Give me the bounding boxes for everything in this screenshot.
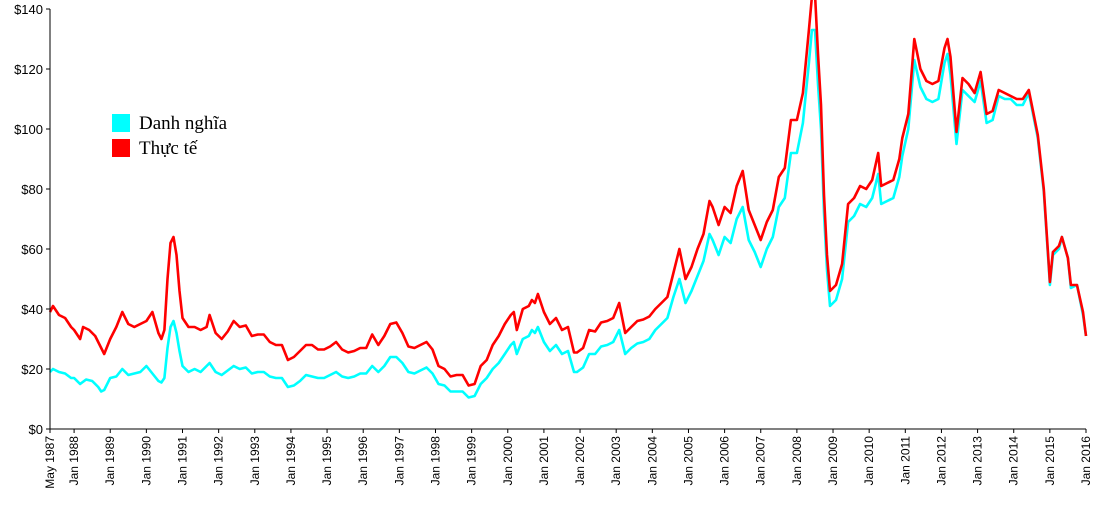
x-tick-label: Jan 2000 xyxy=(501,436,515,486)
x-tick-label: Jan 2001 xyxy=(537,436,551,486)
legend: Danh nghĩa Thực tế xyxy=(112,113,228,159)
plot-area: $0 $20 $40 $60 $80 $100 $120 $140 May 1987 Jan 1… xyxy=(14,0,1093,489)
y-tick-label: $20 xyxy=(21,362,43,377)
x-tick-label: Jan 1995 xyxy=(320,436,334,486)
y-tick-label: $100 xyxy=(14,122,43,137)
x-tick-label: Jan 1994 xyxy=(284,436,298,486)
series-line-nominal xyxy=(49,28,1088,399)
x-axis-ticks: May 1987 Jan 1988 Jan 1989 Jan 1990 Jan 1991… xyxy=(43,429,1093,489)
x-tick-label: Jan 2006 xyxy=(718,436,732,486)
x-tick-label: Jan 2014 xyxy=(1007,436,1021,486)
y-tick-label: $40 xyxy=(21,302,43,317)
x-tick-label: Jan 1990 xyxy=(139,436,153,486)
x-tick-label: Jan 1992 xyxy=(212,436,226,486)
x-tick-label: Jan 2008 xyxy=(790,436,804,486)
legend-swatch-nominal xyxy=(112,114,130,132)
x-tick-label: Jan 2004 xyxy=(645,436,659,486)
x-tick-label: Jan 2009 xyxy=(826,436,840,486)
x-tick-label: Jan 2013 xyxy=(971,436,985,486)
legend-label-nominal: Danh nghĩa xyxy=(139,113,228,134)
x-tick-label: Jan 2012 xyxy=(934,436,948,486)
series-line-real xyxy=(48,0,1088,387)
x-tick-label: Jan 2015 xyxy=(1043,436,1057,486)
x-tick-label: Jan 2007 xyxy=(754,436,768,486)
y-tick-label: $0 xyxy=(29,422,43,437)
y-tick-label: $60 xyxy=(21,242,43,257)
legend-swatch-real xyxy=(112,139,130,157)
y-tick-label: $120 xyxy=(14,62,43,77)
x-tick-label: Jan 2003 xyxy=(609,436,623,486)
x-tick-label: Jan 1989 xyxy=(103,436,117,486)
legend-label-real: Thực tế xyxy=(139,138,198,159)
y-tick-label: $80 xyxy=(21,182,43,197)
x-tick-label: Jan 1996 xyxy=(356,436,370,486)
x-tick-label: Jan 2011 xyxy=(898,436,912,485)
x-tick-label: Jan 1993 xyxy=(248,436,262,486)
x-tick-label: Jan 2005 xyxy=(681,436,695,486)
y-axis-ticks: $0 $20 $40 $60 $80 $100 $120 $140 xyxy=(14,2,50,437)
y-tick-label: $140 xyxy=(14,2,43,17)
x-tick-label: Jan 1988 xyxy=(67,436,81,486)
x-tick-label: Jan 2010 xyxy=(862,436,876,486)
x-tick-label: May 1987 xyxy=(43,436,57,489)
x-tick-label: Jan 2002 xyxy=(573,436,587,486)
x-tick-label: Jan 1999 xyxy=(465,436,479,486)
x-tick-label: Jan 2016 xyxy=(1079,436,1093,486)
x-tick-label: Jan 1998 xyxy=(428,436,442,486)
series-layer xyxy=(48,0,1088,399)
x-tick-label: Jan 1991 xyxy=(176,436,190,486)
x-tick-label: Jan 1997 xyxy=(392,436,406,486)
